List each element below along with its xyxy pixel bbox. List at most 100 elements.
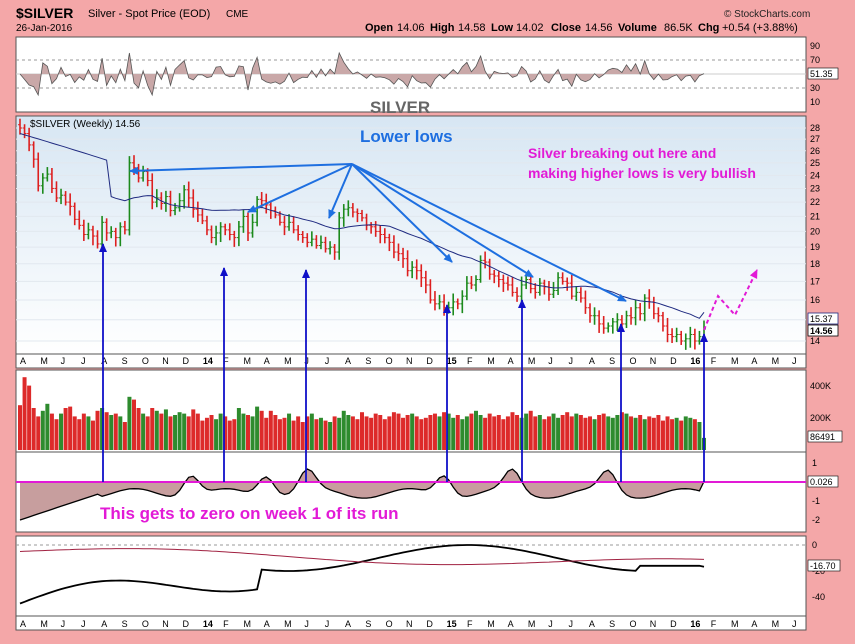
- lower-low-arrow-4: [351, 163, 453, 263]
- lower-low-arrow-3: [328, 163, 353, 219]
- volume-bar: [355, 419, 360, 450]
- volume-bar: [346, 415, 351, 450]
- volume-bar: [309, 413, 314, 450]
- x-axis-label: A: [589, 356, 595, 366]
- volume-bar: [442, 412, 447, 450]
- ma-value-tag: 15.37: [807, 312, 839, 325]
- volume-bar: [282, 417, 287, 450]
- price-bar: [670, 328, 675, 344]
- x-axis-label: J: [569, 619, 574, 629]
- price-bar: [501, 274, 506, 292]
- price-bar: [109, 226, 114, 239]
- volume-bar: [300, 422, 305, 450]
- price-bar: [401, 247, 406, 268]
- volume-bar: [414, 416, 419, 450]
- price-bar: [610, 317, 615, 334]
- price-bar: [469, 276, 474, 290]
- x-axis-label: N: [650, 619, 657, 629]
- volume-bar: [182, 413, 187, 450]
- zero-note: This gets to zero on week 1 of its run: [100, 504, 399, 523]
- price-bar: [378, 225, 383, 244]
- price-y-tick: 19: [810, 242, 820, 252]
- volume-bar: [560, 415, 565, 450]
- volume-bar: [95, 410, 100, 450]
- low-value: 14.02: [516, 22, 544, 34]
- price-bar: [391, 235, 396, 259]
- price-bar: [305, 233, 310, 248]
- x-axis-label: N: [162, 619, 169, 629]
- price-bar: [656, 307, 661, 323]
- x-axis-label: A: [508, 619, 514, 629]
- volume-bar: [496, 415, 501, 450]
- x-axis-label: A: [751, 619, 757, 629]
- volume-bar: [81, 413, 86, 450]
- price-bar: [227, 223, 232, 241]
- x-axis-label: S: [365, 356, 371, 366]
- price-bar: [332, 244, 337, 260]
- lower-low-arrow-6: [351, 163, 627, 302]
- x-axis-label: O: [142, 356, 149, 366]
- volume-bar: [40, 410, 45, 450]
- volume-bar: [141, 413, 146, 450]
- x-axis-label: F: [223, 356, 229, 366]
- price-bar: [455, 298, 460, 310]
- volume-bar: [597, 415, 602, 450]
- x-axis-label: M: [284, 619, 292, 629]
- x-axis-label: A: [20, 356, 26, 366]
- price-bar: [250, 213, 255, 238]
- price-y-tick: 18: [810, 259, 820, 269]
- price-bar: [674, 327, 679, 343]
- price-bar: [236, 220, 241, 247]
- volume-bar: [255, 406, 260, 450]
- volume-axis: 400K 200K: [810, 381, 831, 423]
- moving-average-line: [19, 133, 705, 319]
- volume-bar: [683, 416, 688, 450]
- price-bar: [323, 236, 328, 253]
- price-bar: [679, 330, 684, 345]
- price-value-tag: 14.56: [807, 324, 839, 337]
- volume-bar: [277, 419, 282, 450]
- price-y-tick: 24: [810, 170, 820, 180]
- volume-bar: [373, 413, 378, 450]
- volume-bar: [18, 405, 22, 450]
- rsi-tick: 10: [810, 97, 820, 107]
- volume-bar: [132, 399, 136, 450]
- volume-bar: [542, 419, 547, 450]
- volume-bar: [619, 412, 624, 450]
- price-bar: [414, 259, 419, 280]
- oscillator-axis: 10-1-2: [812, 458, 820, 525]
- price-bar: [451, 293, 456, 316]
- volume-bar: [432, 413, 437, 450]
- volume-bar: [31, 408, 36, 450]
- close-label: Close: [551, 22, 581, 34]
- volume-bar: [601, 413, 606, 450]
- volume-bar: [328, 422, 333, 450]
- volume-bar: [314, 419, 319, 450]
- price-bar: [81, 219, 86, 242]
- price-bar: [428, 279, 433, 304]
- price-bar: [341, 204, 346, 227]
- price-bar: [601, 316, 606, 334]
- price-bar: [68, 193, 73, 216]
- volume-bar: [679, 420, 684, 450]
- volume-bar: [396, 413, 401, 450]
- price-y-tick: 22: [810, 197, 820, 207]
- ohlc-summary: Open 14.06 High 14.58 Low 14.02 Close 14…: [365, 22, 798, 34]
- volume-bar: [36, 416, 41, 450]
- x-axis-label: N: [406, 356, 413, 366]
- momentum-panel: [15, 535, 807, 617]
- volume-bar: [173, 415, 178, 450]
- x-axis-label: F: [467, 619, 473, 629]
- price-bar: [629, 307, 634, 325]
- oscillator-tick: 1: [812, 458, 817, 468]
- x-axis-label: J: [548, 356, 553, 366]
- exchange: CME: [226, 9, 249, 20]
- volume-bar: [68, 406, 73, 450]
- volume-bar: [150, 408, 155, 450]
- price-bar: [118, 222, 123, 247]
- volume-bar: [610, 417, 615, 450]
- price-bar: [373, 221, 378, 237]
- volume-bar: [464, 416, 469, 450]
- volume-bar: [501, 419, 506, 450]
- rsi-tick: 70: [810, 55, 820, 65]
